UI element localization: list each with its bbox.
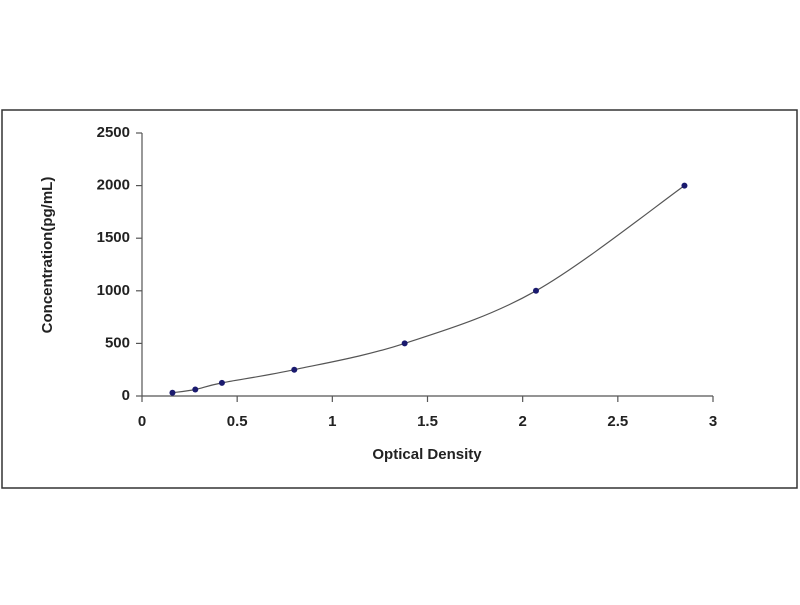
data-point <box>532 287 539 294</box>
chart-frame <box>1 109 798 489</box>
x-tick-label: 1 <box>328 413 336 430</box>
fit-curve <box>172 185 685 394</box>
data-point <box>681 182 688 189</box>
x-tick-label: 2 <box>518 413 526 430</box>
x-tick-label: 0.5 <box>227 413 248 430</box>
y-tick-label: 2500 <box>97 124 130 141</box>
y-tick-label: 500 <box>105 334 130 351</box>
data-point <box>218 379 225 386</box>
data-point <box>291 366 298 373</box>
data-point <box>169 389 176 396</box>
x-axis-title: Optical Density <box>372 446 482 463</box>
data-point <box>401 340 408 347</box>
x-tick-label: 2.5 <box>607 413 628 430</box>
y-tick-label: 1500 <box>97 229 130 246</box>
x-tick-label: 0 <box>138 413 146 430</box>
x-tick-label: 3 <box>709 413 717 430</box>
y-tick-label: 2000 <box>97 177 130 194</box>
x-tick-label: 1.5 <box>417 413 438 430</box>
data-point <box>192 386 199 393</box>
y-tick-label: 0 <box>122 387 130 404</box>
y-axis-title: Concentration(pg/mL) <box>39 177 56 334</box>
y-tick-label: 1000 <box>97 282 130 299</box>
